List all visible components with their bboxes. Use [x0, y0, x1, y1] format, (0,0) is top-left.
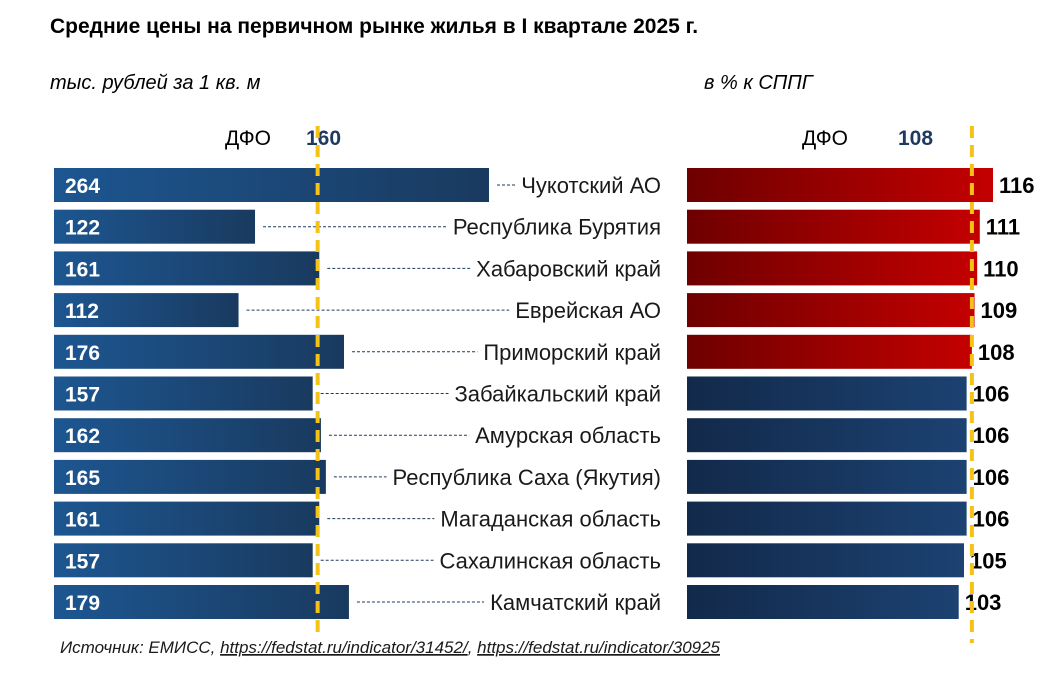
right-bar-value: 106 — [973, 507, 1010, 532]
left-bar — [54, 334, 344, 369]
left-bar — [54, 585, 349, 619]
right-bar — [687, 334, 972, 369]
left-bar — [54, 209, 256, 244]
right-bar-value: 110 — [983, 256, 1019, 281]
reference-lines — [315, 126, 974, 643]
region-label: Магаданская область — [440, 507, 661, 532]
left-bar — [54, 418, 321, 453]
left-bar-value: 162 — [65, 425, 100, 448]
region-label: Республика Саха (Якутия) — [393, 465, 661, 490]
right-bar-value: 106 — [973, 465, 1010, 490]
region-label: Камчатский край — [490, 590, 661, 615]
left-bar — [54, 376, 313, 411]
right-bar — [687, 459, 967, 494]
chart-title: Средние цены на первичном рынке жилья в … — [50, 15, 698, 38]
right-bar-value: 106 — [973, 423, 1010, 448]
region-label: Еврейская АО — [515, 298, 661, 323]
right-subtitle: в % к СППГ — [704, 72, 815, 94]
left-bar — [54, 459, 326, 494]
left-bar-value: 264 — [65, 175, 100, 198]
left-bar-value: 165 — [65, 467, 100, 490]
right-bar — [687, 585, 959, 619]
left-bar-value: 161 — [65, 258, 100, 281]
source-link-2[interactable]: https://fedstat.ru/indicator/30925 — [477, 638, 720, 657]
left-bar — [54, 543, 313, 578]
region-label: Забайкальский край — [455, 382, 662, 407]
right-bar — [687, 543, 964, 578]
right-bar — [687, 376, 967, 411]
left-reference-value: 160 — [306, 127, 341, 150]
left-bar — [54, 293, 239, 328]
source-separator: , — [468, 638, 477, 657]
region-label: Амурская область — [475, 423, 661, 448]
left-bar-value: 122 — [65, 217, 100, 240]
right-bar-value: 108 — [978, 340, 1015, 365]
left-subtitle: тыс. рублей за 1 кв. м — [50, 72, 261, 94]
right-bar-value: 105 — [970, 548, 1007, 573]
left-bar-value: 157 — [65, 550, 100, 573]
left-bar-value: 112 — [65, 300, 99, 323]
region-label: Чукотский АО — [521, 173, 661, 198]
left-bar-value: 179 — [65, 592, 100, 615]
right-bar-value: 109 — [981, 298, 1018, 323]
region-label: Республика Бурятия — [453, 215, 661, 240]
left-bars: 264 Чукотский АО 122 Республика Бурятия 161 Х… — [54, 168, 661, 619]
left-bar — [54, 168, 489, 202]
region-label: Сахалинская область — [440, 548, 661, 573]
right-bar-value: 106 — [973, 382, 1010, 407]
right-bar — [687, 293, 975, 328]
left-reference-label: ДФО — [225, 127, 271, 150]
left-bar-value: 176 — [65, 342, 100, 365]
source-prefix: Источник: ЕМИСС, — [60, 638, 220, 657]
source-note: Источник: ЕМИСС, https://fedstat.ru/indi… — [60, 638, 721, 657]
left-bar — [54, 501, 320, 536]
right-bar — [687, 418, 967, 453]
right-bar-value: 111 — [986, 215, 1020, 240]
region-label: Приморский край — [483, 340, 661, 365]
left-bar — [54, 251, 320, 286]
right-bar — [687, 501, 967, 536]
region-label: Хабаровский край — [476, 256, 661, 281]
right-bar — [687, 209, 980, 244]
right-bar — [687, 168, 993, 202]
right-reference-label: ДФО — [802, 127, 848, 150]
left-bar-value: 157 — [65, 384, 100, 407]
source-link-1[interactable]: https://fedstat.ru/indicator/31452/ — [220, 638, 470, 657]
right-reference-value: 108 — [898, 127, 933, 150]
left-bar-value: 161 — [65, 509, 100, 532]
right-bar-value: 116 — [999, 173, 1035, 198]
right-bar — [687, 251, 978, 286]
